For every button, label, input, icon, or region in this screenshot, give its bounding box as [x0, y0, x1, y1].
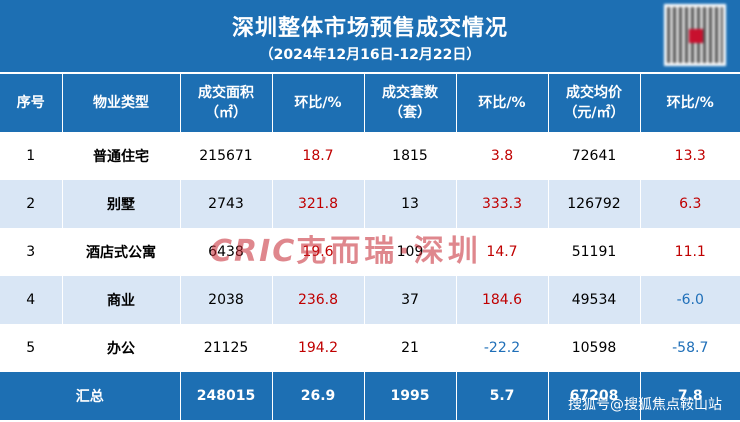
column-header: 环比/% — [272, 74, 365, 132]
cell-no: 5 — [0, 324, 63, 372]
cell-area: 6438 — [180, 228, 273, 276]
table-row: 5 办公 21125 194.2 21 -22.2 10598 -58.7 — [0, 324, 740, 372]
total-row: 汇总 248015 26.9 1995 5.7 67208 7.8 — [0, 372, 740, 420]
column-header: 序号 — [0, 74, 63, 132]
page-title: 深圳整体市场预售成交情况 — [231, 16, 508, 41]
cell-type: 别墅 — [62, 180, 181, 228]
column-header: 成交套数 （套） — [364, 74, 457, 132]
cell-price: 51191 — [548, 228, 641, 276]
title-banner: 深圳整体市场预售成交情况 （2024年12月16日-12月22日） — [0, 0, 740, 72]
column-header-unit: （元/㎡） — [563, 105, 625, 121]
table-row: 1 普通住宅 215671 18.7 1815 3.8 72641 13.3 — [0, 132, 740, 180]
cell-price: 49534 — [548, 276, 641, 324]
total-price-chg: 7.8 — [640, 372, 740, 420]
column-header-label: 物业类型 — [93, 95, 149, 111]
cell-area: 21125 — [180, 324, 273, 372]
source-credit: 搜狐号@搜狐焦点鞍山站 — [568, 397, 722, 413]
cell-units-chg: -22.2 — [456, 324, 549, 372]
cell-price: 126792 — [548, 180, 641, 228]
column-header-label: 成交套数 — [382, 85, 438, 101]
total-units: 1995 — [364, 372, 457, 420]
cell-area-chg: 18.7 — [272, 132, 365, 180]
cell-price-chg: 6.3 — [640, 180, 740, 228]
cell-units: 1815 — [364, 132, 457, 180]
qr-code-icon — [664, 4, 726, 66]
total-units-chg: 5.7 — [456, 372, 549, 420]
cell-type: 办公 — [62, 324, 181, 372]
column-header-label: 环比/% — [294, 95, 342, 111]
cell-type: 酒店式公寓 — [62, 228, 181, 276]
column-header-label: 环比/% — [666, 95, 714, 111]
cell-price-chg: -58.7 — [640, 324, 740, 372]
cell-area: 215671 — [180, 132, 273, 180]
cell-no: 3 — [0, 228, 63, 276]
total-label: 汇总 — [0, 372, 181, 420]
sales-table: 序号 物业类型 成交面积 （㎡） 环比/% 成交套数 （套） 环比/% 成交均价 （元/㎡） 环比/… — [0, 74, 740, 420]
table-row: 4 商业 2038 236.8 37 184.6 49534 -6.0 — [0, 276, 740, 324]
cell-area: 2038 — [180, 276, 273, 324]
column-header-label: 成交面积 — [198, 85, 254, 101]
cell-area: 2743 — [180, 180, 273, 228]
column-header: 环比/% — [456, 74, 549, 132]
total-price: 67208 — [548, 372, 641, 420]
cell-area-chg: 236.8 — [272, 276, 365, 324]
table-header-row: 序号 物业类型 成交面积 （㎡） 环比/% 成交套数 （套） 环比/% 成交均价 （元/㎡） 环比/… — [0, 74, 740, 132]
cell-price-chg: -6.0 — [640, 276, 740, 324]
cell-type: 商业 — [62, 276, 181, 324]
column-header: 成交面积 （㎡） — [180, 74, 273, 132]
cell-price-chg: 13.3 — [640, 132, 740, 180]
table-row: 2 别墅 2743 321.8 13 333.3 126792 6.3 — [0, 180, 740, 228]
cell-units: 21 — [364, 324, 457, 372]
column-header: 环比/% — [640, 74, 740, 132]
cell-no: 2 — [0, 180, 63, 228]
cell-area-chg: 321.8 — [272, 180, 365, 228]
cell-price: 72641 — [548, 132, 641, 180]
cell-units-chg: 3.8 — [456, 132, 549, 180]
cell-area-chg: 19.6 — [272, 228, 365, 276]
column-header: 物业类型 — [62, 74, 181, 132]
cell-no: 4 — [0, 276, 63, 324]
cell-units: 13 — [364, 180, 457, 228]
cell-price: 10598 — [548, 324, 641, 372]
column-header: 成交均价 （元/㎡） — [548, 74, 641, 132]
total-area: 248015 — [180, 372, 273, 420]
table-row: 3 酒店式公寓 6438 19.6 109 14.7 51191 11.1 — [0, 228, 740, 276]
column-header-unit: （套） — [389, 105, 431, 121]
cell-type: 普通住宅 — [62, 132, 181, 180]
cell-price-chg: 11.1 — [640, 228, 740, 276]
column-header-label: 成交均价 — [566, 85, 622, 101]
cell-units-chg: 184.6 — [456, 276, 549, 324]
cell-units: 109 — [364, 228, 457, 276]
cell-units: 37 — [364, 276, 457, 324]
column-header-unit: （㎡） — [205, 105, 247, 121]
cell-units-chg: 333.3 — [456, 180, 549, 228]
column-header-label: 序号 — [16, 95, 45, 111]
cell-no: 1 — [0, 132, 63, 180]
cell-units-chg: 14.7 — [456, 228, 549, 276]
cell-area-chg: 194.2 — [272, 324, 365, 372]
total-area-chg: 26.9 — [272, 372, 365, 420]
column-header-label: 环比/% — [478, 95, 526, 111]
date-range: （2024年12月16日-12月22日） — [259, 47, 481, 63]
